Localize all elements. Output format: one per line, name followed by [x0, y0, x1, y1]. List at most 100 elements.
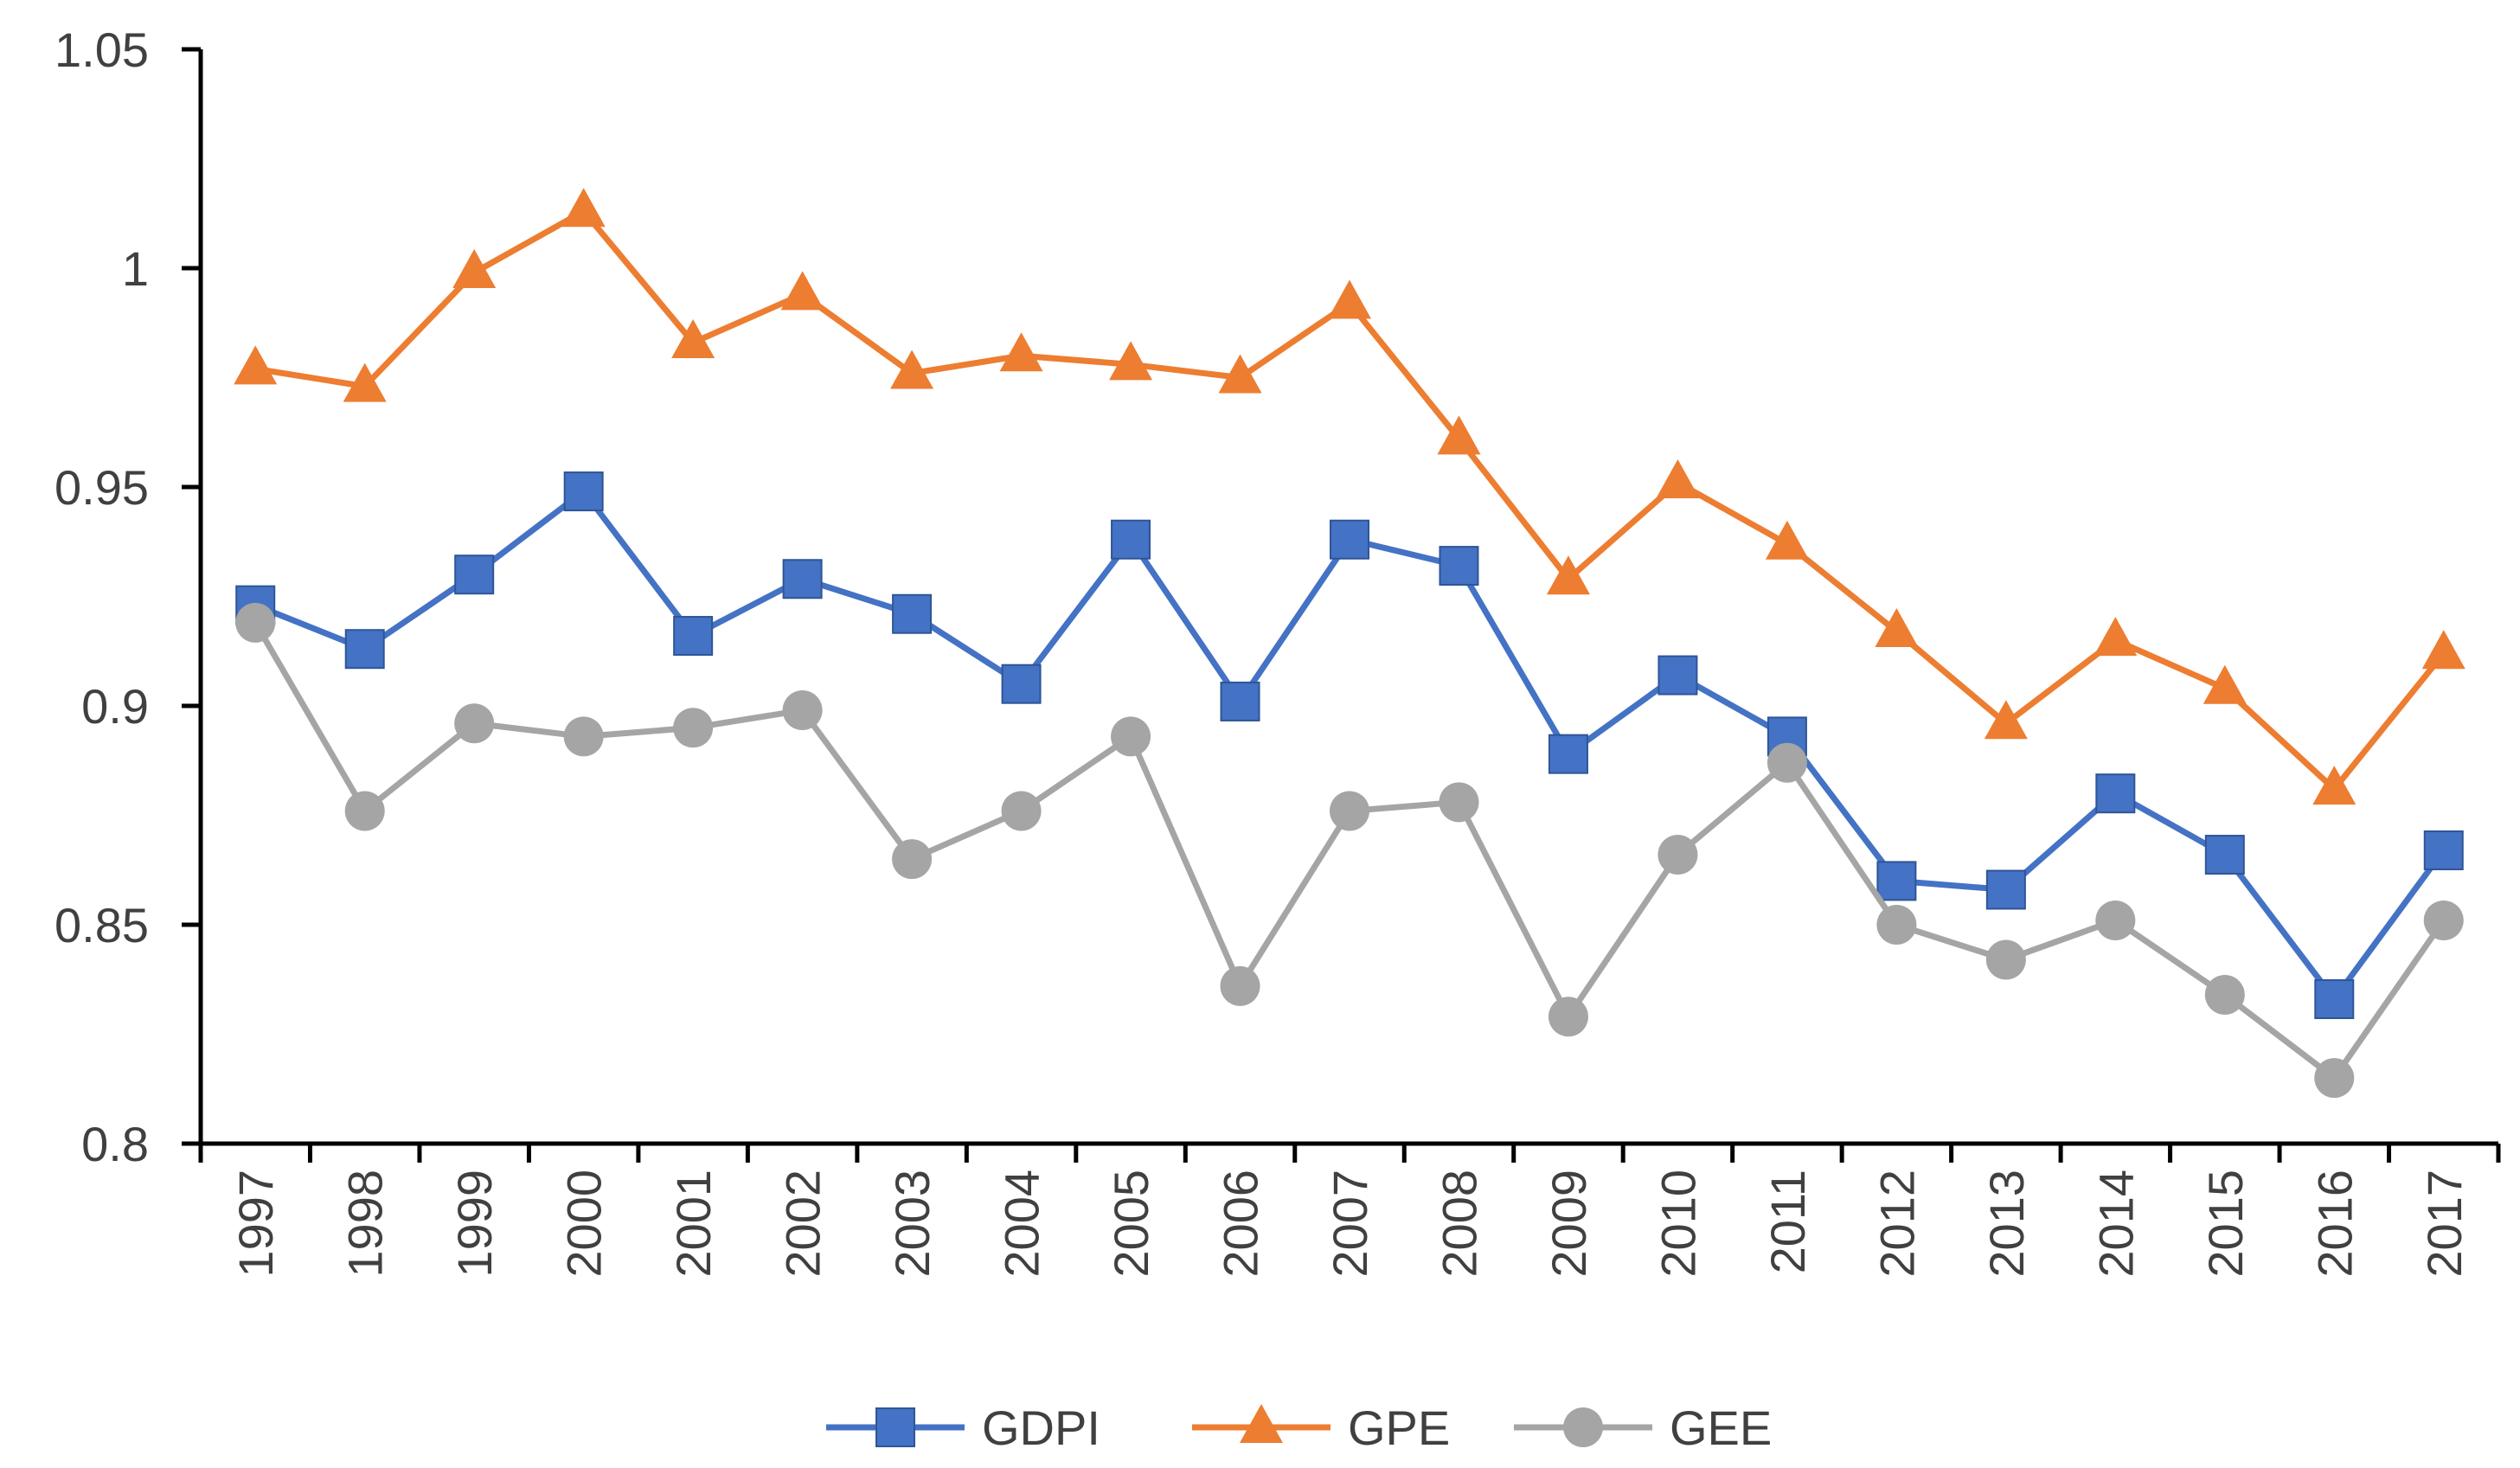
- data-point-gdpi: [344, 629, 385, 670]
- y-tick-label: 1.05: [55, 22, 149, 77]
- data-point-gdpi: [1001, 663, 1042, 704]
- data-point-gee: [344, 791, 385, 831]
- data-point-gdpi: [1330, 519, 1369, 560]
- data-point-gdpi: [563, 471, 604, 512]
- x-axis-ticks: 1997 1998 1999 2000 2001 2002 2003 2004 2005 2006…: [198, 1144, 2501, 1278]
- data-point-gee: [1111, 716, 1151, 757]
- data-point-gdpi: [1876, 861, 1917, 901]
- x-tick-label: 2004: [995, 1170, 1049, 1278]
- series-gee: [235, 602, 2464, 1099]
- data-point-gdpi: [2423, 830, 2464, 870]
- x-tick-label: 2017: [2417, 1170, 2472, 1278]
- legend-item-gee: GEE: [1514, 1401, 1772, 1455]
- data-point-gpe: [2094, 617, 2138, 657]
- x-tick-label: 2008: [1432, 1170, 1486, 1278]
- data-point-gee: [235, 602, 276, 643]
- data-point-gee: [1985, 939, 2026, 980]
- x-tick-label: 2006: [1214, 1170, 1268, 1278]
- legend-swatch-marker: [1563, 1407, 1603, 1447]
- data-point-gpe: [2203, 664, 2247, 704]
- data-point-gee: [673, 708, 714, 748]
- x-tick-label: 2016: [2307, 1170, 2362, 1278]
- legend-label: GEE: [1670, 1401, 1772, 1455]
- x-tick-label: 2005: [1104, 1170, 1158, 1278]
- x-tick-label: 1999: [447, 1170, 502, 1278]
- data-point-gee: [454, 703, 495, 744]
- y-tick-label: 0.8: [81, 1117, 149, 1171]
- data-point-gee: [892, 839, 933, 880]
- y-tick-label: 1: [122, 241, 149, 296]
- legend-item-gpe: GPE: [1192, 1401, 1450, 1455]
- x-tick-label: 2009: [1542, 1170, 1596, 1278]
- data-point-gdpi: [454, 555, 495, 595]
- y-tick-label: 0.9: [81, 679, 149, 734]
- data-point-gpe: [671, 319, 715, 359]
- data-point-gdpi: [1439, 546, 1479, 587]
- data-point-gpe: [234, 345, 278, 385]
- data-point-gee: [563, 716, 604, 757]
- data-point-gpe: [1109, 341, 1153, 381]
- legend-label: GDPI: [982, 1401, 1100, 1455]
- data-point-gdpi: [673, 616, 714, 657]
- data-point-gee: [2204, 974, 2245, 1015]
- data-point-gee: [2423, 900, 2464, 940]
- y-axis-ticks: 0.8 0.85 0.9 0.95 1 1.05: [55, 22, 201, 1171]
- data-point-gpe: [1546, 555, 1590, 595]
- data-point-gdpi: [2314, 979, 2355, 1020]
- x-tick-label: 2010: [1651, 1170, 1705, 1278]
- x-tick-label: 2002: [776, 1170, 830, 1278]
- data-point-gee: [1220, 965, 1260, 1006]
- axes: [198, 49, 2498, 1146]
- data-point-gdpi: [892, 593, 933, 634]
- data-point-gee: [1658, 835, 1698, 875]
- data-point-gee: [2314, 1058, 2355, 1099]
- series-line-gee: [253, 621, 2446, 1081]
- data-point-gpe: [1765, 520, 1809, 560]
- data-point-gdpi: [2204, 835, 2245, 875]
- x-tick-label: 2012: [1869, 1170, 1924, 1278]
- x-tick-label: 2015: [2198, 1170, 2253, 1278]
- x-tick-label: 1997: [228, 1170, 283, 1278]
- data-point-gee: [1876, 905, 1917, 945]
- data-point-gpe: [2312, 766, 2356, 805]
- data-point-gdpi: [1548, 734, 1588, 774]
- data-point-gee: [1767, 742, 1807, 783]
- x-tick-label: 2014: [2088, 1170, 2143, 1278]
- legend-swatch-marker: [875, 1407, 915, 1447]
- data-point-gpe: [1875, 607, 1919, 647]
- data-point-gdpi: [2095, 773, 2136, 814]
- data-point-gpe: [1437, 415, 1481, 455]
- x-tick-label: 2003: [885, 1170, 939, 1278]
- data-point-gdpi: [1220, 681, 1260, 721]
- data-point-gpe: [561, 188, 606, 228]
- x-tick-label: 2007: [1323, 1170, 1377, 1278]
- data-point-gpe: [1656, 458, 1700, 498]
- data-point-gpe: [452, 249, 497, 289]
- x-tick-label: 2001: [666, 1170, 721, 1278]
- data-point-gpe: [1984, 700, 2028, 740]
- x-tick-label: 2011: [1760, 1170, 1815, 1273]
- legend-swatch-marker: [1240, 1404, 1283, 1443]
- data-point-gee: [1548, 997, 1588, 1037]
- data-point-gpe: [1328, 279, 1371, 319]
- data-point-gdpi: [1111, 519, 1151, 560]
- series-layer: [234, 188, 2465, 1099]
- data-point-gee: [1439, 782, 1479, 823]
- x-tick-label: 1998: [338, 1170, 393, 1278]
- data-point-gpe: [2421, 630, 2465, 670]
- x-tick-label: 2000: [557, 1170, 612, 1278]
- x-tick-label: 2013: [1979, 1170, 2034, 1278]
- data-point-gpe: [780, 271, 824, 311]
- y-tick-label: 0.85: [55, 898, 149, 952]
- series-gdpi: [235, 471, 2464, 1020]
- data-point-gee: [2095, 900, 2136, 940]
- data-point-gdpi: [782, 559, 823, 599]
- data-point-gee: [1001, 791, 1042, 831]
- data-point-gpe: [999, 332, 1043, 372]
- data-point-gpe: [890, 349, 934, 389]
- data-point-gdpi: [1658, 655, 1698, 696]
- legend: GDPI GPE GEE: [826, 1401, 1772, 1455]
- data-point-gdpi: [1985, 869, 2026, 910]
- data-point-gpe: [343, 362, 387, 402]
